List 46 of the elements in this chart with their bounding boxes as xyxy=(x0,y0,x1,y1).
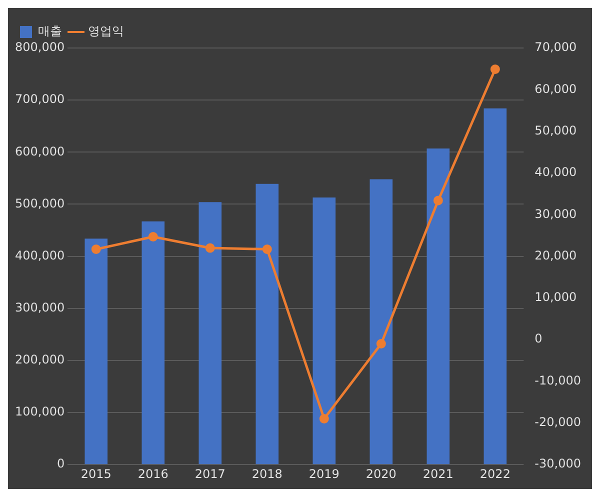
bar xyxy=(198,202,222,464)
y-tick-label: 400,000 xyxy=(15,248,65,262)
point xyxy=(262,244,272,254)
y-tick-label: 200,000 xyxy=(15,352,65,367)
point xyxy=(490,64,500,74)
y-tick-label: 500,000 xyxy=(15,196,65,210)
y2-tick-label: 0 xyxy=(534,332,542,346)
y2-tick-label: 10,000 xyxy=(534,290,577,304)
bar xyxy=(84,238,108,464)
point xyxy=(433,196,443,206)
legend-label: 영업익 xyxy=(88,24,124,38)
bar xyxy=(142,221,165,464)
x-tick-label: 2017 xyxy=(194,466,226,481)
y-tick-label: 700,000 xyxy=(15,92,65,106)
point xyxy=(148,232,158,242)
bar xyxy=(484,108,507,464)
bar xyxy=(426,148,450,464)
y2-tick-label: 30,000 xyxy=(534,206,577,221)
y2-tick-label: 40,000 xyxy=(534,165,577,180)
x-tick-label: 2018 xyxy=(252,466,282,481)
point xyxy=(376,339,386,349)
x-tick-label: 2021 xyxy=(422,466,454,481)
x-tick-label: 2019 xyxy=(308,466,340,481)
y2-tick-label: 70,000 xyxy=(534,40,577,54)
x-tick-label: 2015 xyxy=(80,466,112,481)
y2-tick-label: 60,000 xyxy=(534,82,577,96)
x-tick-label: 2016 xyxy=(138,466,168,481)
legend-label: 매출 xyxy=(38,24,62,38)
bar xyxy=(256,184,279,464)
y2-tick-label: 20,000 xyxy=(534,248,577,262)
y2-tick-label: -20,000 xyxy=(534,415,582,430)
y-tick-label: 0 xyxy=(56,456,65,471)
x-tick-label: 2020 xyxy=(366,466,396,481)
bar xyxy=(312,197,336,464)
y-tick-label: 600,000 xyxy=(15,144,65,158)
y-tick-label: 800,000 xyxy=(15,40,65,54)
point xyxy=(319,414,329,424)
x-tick-label: 2022 xyxy=(480,466,510,481)
y2-tick-label: -30,000 xyxy=(534,456,582,471)
y2-tick-label: 50,000 xyxy=(534,123,577,138)
bar xyxy=(370,179,393,464)
y-tick-label: 100,000 xyxy=(15,404,65,419)
y2-tick-label: -10,000 xyxy=(534,373,582,388)
point xyxy=(91,244,101,254)
y-tick-label: 300,000 xyxy=(15,300,65,314)
point xyxy=(205,243,215,253)
